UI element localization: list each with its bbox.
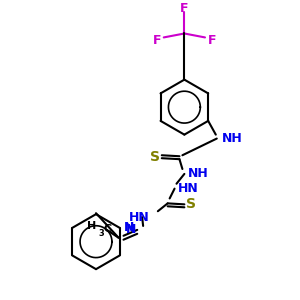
Text: HN: HN <box>178 182 198 195</box>
Text: H: H <box>87 221 96 231</box>
Text: S: S <box>186 197 196 211</box>
Text: NH: NH <box>188 167 209 180</box>
Text: C: C <box>104 224 112 234</box>
Text: S: S <box>150 150 160 164</box>
Text: F: F <box>153 34 161 47</box>
Text: N: N <box>126 224 136 236</box>
Text: F: F <box>180 2 189 15</box>
Text: NH: NH <box>222 132 242 145</box>
Text: F: F <box>208 34 216 47</box>
Text: 3: 3 <box>99 229 105 238</box>
Text: HN: HN <box>129 211 150 224</box>
Text: N: N <box>124 221 134 234</box>
